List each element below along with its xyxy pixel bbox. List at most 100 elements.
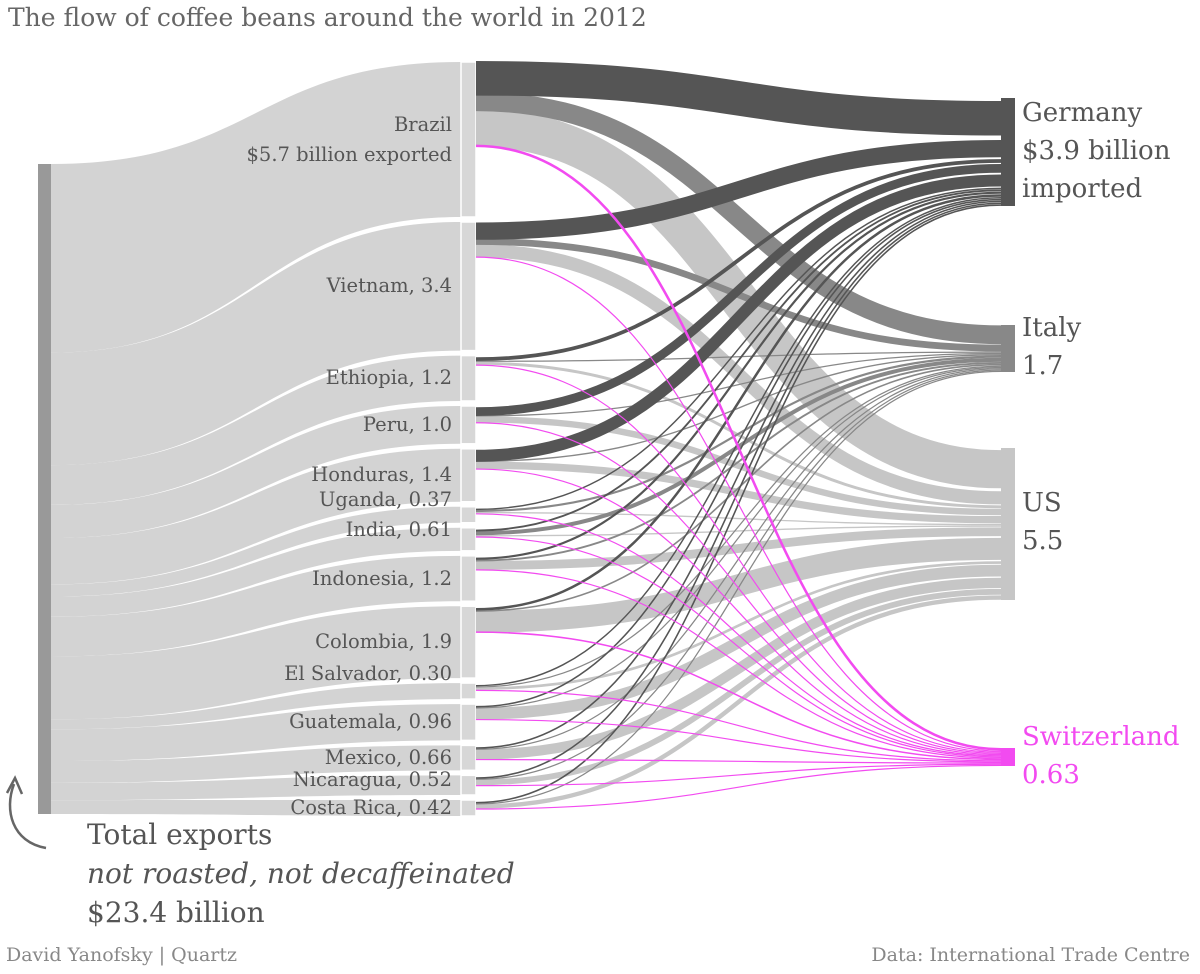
flow-costa-rica-to-switzerland — [475, 764, 1002, 810]
importer-label-line: Italy — [1022, 313, 1082, 343]
flow-costa-rica-to-us — [475, 595, 1002, 809]
flow-mexico-to-us — [475, 577, 1002, 760]
flow-indonesia-to-switzerland — [475, 569, 1002, 759]
exporter-node-mexico — [460, 744, 477, 772]
exporter-label-indonesia: Indonesia, 1.2 — [312, 564, 452, 594]
importer-node-germany — [1001, 98, 1015, 206]
flow-ethiopia-to-germany — [475, 159, 1002, 362]
flow-nicaragua-to-germany — [475, 202, 1002, 779]
exporter-node-indonesia — [460, 555, 477, 602]
flow-uganda-to-italy — [475, 355, 1002, 513]
flow-el-salvador-to-germany — [475, 197, 1002, 687]
importer-label-italy: Italy 1.7 — [1022, 309, 1081, 385]
flow-indonesia-to-us — [475, 527, 1002, 570]
flow-el-salvador-to-italy — [475, 365, 1002, 688]
importer-node-us — [1001, 448, 1015, 600]
exporter-label-line: Indonesia, 1.2 — [312, 566, 452, 590]
flow-nicaragua-to-switzerland — [475, 763, 1002, 787]
exporter-label-el-salvador: El Salvador, 0.30 — [284, 659, 452, 689]
importer-label-line: 1.7 — [1022, 351, 1064, 381]
flow-uganda-to-switzerland — [475, 513, 1002, 757]
importer-label-line: Switzerland — [1022, 722, 1180, 752]
total-exports-value: $23.4 billion — [87, 896, 265, 929]
exporter-label-line: Colombia, 1.9 — [315, 630, 452, 654]
flow-india-to-germany — [475, 189, 1002, 532]
exporter-label-line: Ethiopia, 1.2 — [325, 366, 452, 390]
arrowhead-icon — [5, 775, 24, 795]
importer-label-switzerland: Switzerland 0.63 — [1022, 718, 1180, 794]
exporter-label-line: $5.7 billion exported — [246, 142, 452, 166]
flow-guatemala-to-switzerland — [475, 718, 1002, 763]
exporter-node-colombia — [460, 605, 477, 679]
flow-india-to-us — [475, 525, 1002, 537]
exporter-node-honduras — [460, 448, 477, 503]
flow-brazil-to-us — [475, 108, 1002, 489]
fan-guatemala — [51, 704, 461, 762]
flow-mexico-to-germany — [475, 200, 1002, 749]
flow-honduras-to-switzerland — [475, 468, 1002, 756]
exporter-label-line: El Salvador, 0.30 — [284, 662, 452, 685]
flow-el-salvador-to-us — [475, 561, 1002, 690]
flow-brazil-to-switzerland — [475, 144, 1002, 751]
flow-colombia-to-italy — [475, 363, 1002, 612]
exporter-label-brazil: Brazil $5.7 billion exported — [247, 110, 452, 170]
flow-mexico-to-switzerland — [475, 758, 1002, 764]
exporter-label-line: Peru, 1.0 — [362, 412, 452, 436]
source-text: Data: International Trade Centre — [871, 944, 1190, 966]
flow-peru-to-switzerland — [475, 422, 1002, 755]
fan-vietnam — [51, 222, 461, 466]
flow-colombia-to-us — [475, 537, 1002, 633]
flow-guatemala-to-germany — [475, 198, 1002, 708]
exporter-node-nicaragua — [460, 774, 477, 796]
flow-vietnam-to-germany — [475, 140, 1002, 240]
exporter-label-honduras: Honduras, 1.4 — [311, 460, 452, 490]
exporter-label-mexico: Mexico, 0.66 — [325, 743, 452, 773]
exporter-label-guatemala: Guatemala, 0.96 — [289, 707, 452, 737]
exporter-node-peru — [460, 405, 477, 445]
exporter-label-line: Guatemala, 0.96 — [289, 710, 452, 734]
exporter-label-line: Honduras, 1.4 — [311, 463, 452, 487]
total-exports-bar — [38, 164, 51, 814]
fan-uganda — [51, 506, 461, 597]
importer-label-us: US 5.5 — [1022, 484, 1063, 560]
exporter-node-vietnam — [460, 221, 477, 352]
exporter-node-brazil — [460, 61, 477, 218]
flow-india-to-switzerland — [475, 536, 1002, 758]
fan-el-salvador — [51, 683, 461, 730]
fan-peru — [51, 405, 461, 538]
importer-label-germany: Germany $3.9 billion imported — [1022, 94, 1170, 208]
flow-colombia-to-switzerland — [475, 631, 1002, 761]
fan-colombia — [51, 606, 461, 720]
fan-honduras — [51, 448, 461, 585]
exporter-node-costa-rica — [460, 799, 477, 817]
importer-node-switzerland — [1001, 748, 1015, 766]
flow-el-salvador-to-switzerland — [475, 689, 1002, 762]
flow-nicaragua-to-us — [475, 588, 1002, 786]
total-exports-subtitle: not roasted, not decaffeinated — [87, 857, 515, 890]
fan-nicaragua — [51, 775, 461, 801]
importer-nodes — [1001, 98, 1015, 766]
exporter-label-india: India, 0.61 — [346, 515, 452, 545]
exporter-label-costa-rica: Costa Rica, 0.42 — [290, 793, 452, 823]
flow-peru-to-italy — [475, 352, 1002, 417]
importer-label-line: imported — [1022, 174, 1143, 204]
exporter-node-india — [460, 526, 477, 552]
exporter-label-peru: Peru, 1.0 — [363, 410, 452, 440]
importer-node-italy — [1001, 325, 1015, 372]
credit-text: David Yanofsky | Quartz — [6, 944, 238, 966]
flow-vietnam-to-switzerland — [475, 256, 1002, 752]
fan-india — [51, 527, 461, 617]
flow-indonesia-to-germany — [475, 191, 1002, 560]
flows-to-germany — [475, 61, 1002, 804]
flow-peru-to-germany — [475, 163, 1002, 417]
fan-indonesia — [51, 555, 461, 657]
exporter-nodes — [460, 61, 477, 817]
exporter-label-line: Brazil — [393, 112, 452, 136]
importer-label-line: $3.9 billion — [1022, 136, 1171, 166]
flow-brazil-to-italy — [475, 92, 1002, 345]
exporter-label-line: India, 0.61 — [345, 518, 452, 541]
exporter-label-nicaragua: Nicaragua, 0.52 — [293, 765, 452, 795]
flows-to-switzerland — [475, 144, 1002, 810]
